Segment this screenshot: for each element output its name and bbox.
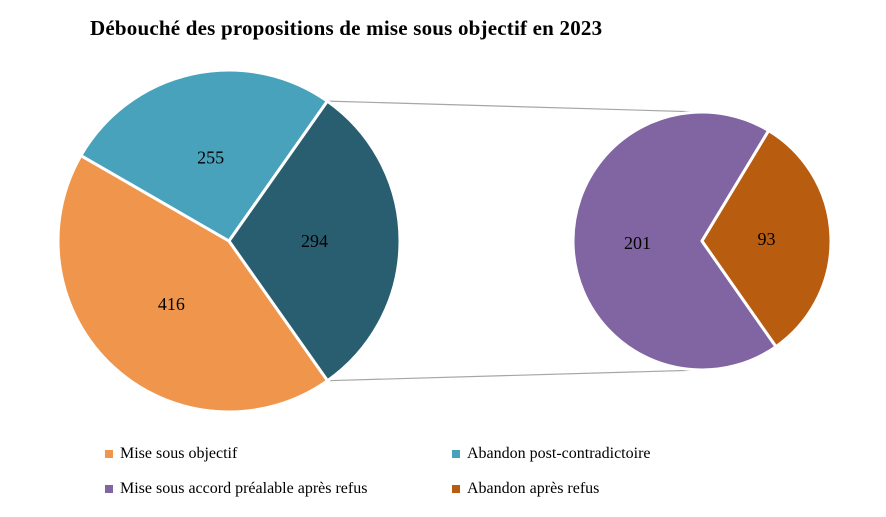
legend-item-mise-sous-objectif[interactable]: Mise sous objectif: [105, 445, 237, 463]
legend-label: Abandon après refus: [467, 480, 600, 497]
connector-line-bottom: [327, 369, 703, 382]
legend-swatch-icon: [452, 450, 460, 458]
legend-item-abandon-post-contradictoire[interactable]: Abandon post-contradictoire: [452, 445, 651, 463]
main-pie: 416 255 294: [56, 68, 402, 414]
legend-label: Abandon post-contradictoire: [467, 445, 651, 462]
pie-slice-group-other[interactable]: [227, 99, 402, 383]
data-label-294: 294: [301, 231, 328, 251]
pie-slice-mise-sous-objectif[interactable]: [56, 154, 330, 414]
legend-swatch-icon: [105, 485, 113, 493]
legend-label: Mise sous objectif: [120, 445, 238, 462]
chart-title: Débouché des propositions de mise sous o…: [90, 16, 603, 40]
data-label-416: 416: [158, 294, 185, 314]
legend-item-abandon-apres-refus[interactable]: Abandon après refus: [452, 480, 599, 498]
data-label-201: 201: [624, 233, 651, 253]
data-label-93: 93: [758, 229, 776, 249]
legend-item-mise-sous-accord-prealable-apres-refus[interactable]: Mise sous accord préalable après refus: [105, 480, 367, 498]
pie-slice-mise-sous-accord-prealable-apres-refus[interactable]: [571, 110, 778, 372]
secondary-pie: 201 93: [571, 110, 833, 372]
data-label-255: 255: [197, 148, 224, 168]
connector-lines: [327, 100, 703, 382]
connector-line-top: [327, 100, 703, 113]
pie-slice-abandon-post-contradictoire[interactable]: [79, 68, 329, 243]
legend-label: Mise sous accord préalable après refus: [120, 480, 368, 497]
legend-swatch-icon: [105, 450, 113, 458]
legend-swatch-icon: [452, 485, 460, 493]
pie-slice-abandon-apres-refus[interactable]: [700, 129, 833, 349]
